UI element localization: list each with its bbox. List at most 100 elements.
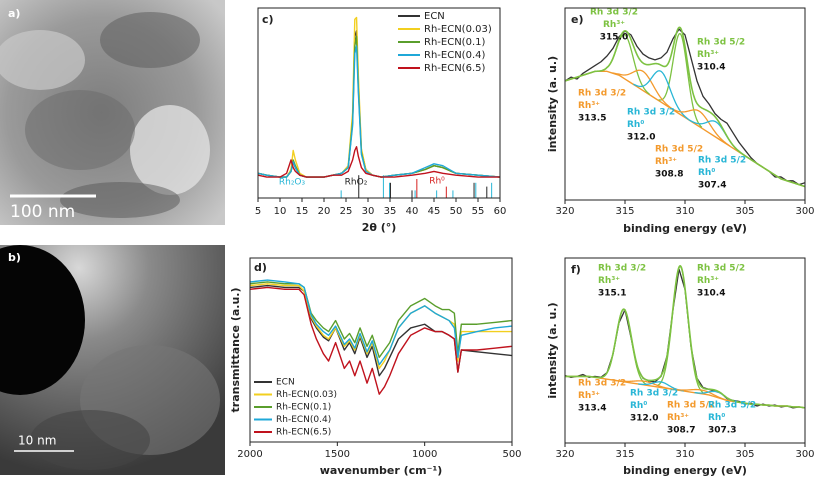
peak-label: Rh 3d 3/2: [598, 264, 646, 274]
plot-frame: [564, 257, 806, 444]
x-tick-label: 45: [428, 206, 441, 217]
fit-component: [668, 106, 731, 147]
peak-label: Rh 3d 5/2: [667, 401, 715, 411]
x-axis-label: binding energy (eV): [623, 464, 747, 477]
peak-label: Rh³⁺: [578, 391, 600, 401]
peak-label: Rh 3d 5/2: [708, 401, 756, 411]
tem-image: a) 100 nm: [0, 0, 225, 225]
peak-label: Rh 3d 5/2: [697, 264, 745, 274]
chart-panel: 320 315 310 305 300 binding energy (eV) intens…: [546, 7, 815, 235]
panel-label: d): [254, 261, 267, 274]
x-tick-label: 30: [362, 206, 375, 217]
x-axis-label: wavenumber (cm⁻¹): [320, 464, 443, 477]
legend-label: ECN: [276, 378, 295, 388]
peak-label: Rh⁰: [630, 401, 647, 411]
chart-panel: 5 10 15 20 25 30 35 40 45 50 55 60 2θ (°) c) Rh₂O₃ RhO₂…: [255, 7, 506, 234]
x-tick-label: 500: [502, 449, 521, 460]
peak-label: Rh 3d 3/2: [630, 389, 678, 399]
scale-bar-label: 100 nm: [10, 202, 75, 222]
panel-label: b): [8, 251, 21, 264]
legend-label: Rh-ECN(0.1): [424, 37, 485, 48]
peak-label: Rh 3d 3/2: [578, 89, 626, 99]
x-tick-label: 10: [274, 206, 287, 217]
x-tick-label: 50: [450, 206, 463, 217]
legend-label: Rh-ECN(0.03): [424, 24, 492, 35]
panel-label: a): [8, 7, 20, 20]
peak-position: 310.4: [697, 289, 725, 299]
reference-label: RhO₂: [345, 178, 368, 188]
x-tick-label: 55: [472, 206, 485, 217]
peak-position: 310.4: [697, 63, 725, 73]
x-tick-label: 305: [735, 449, 754, 460]
plot-frame: [257, 7, 501, 199]
peak-label: Rh⁰: [698, 168, 715, 178]
series-line: [250, 281, 512, 359]
peak-label: Rh³⁺: [697, 50, 719, 60]
peak-label: Rh³⁺: [598, 276, 620, 286]
peak-label: Rh 3d 3/2: [590, 8, 638, 18]
peak-position: 308.8: [655, 170, 683, 180]
stem-image: b) 10 nm: [0, 245, 225, 475]
x-tick-label: 1500: [325, 449, 350, 460]
legend-label: Rh-ECN(0.4): [424, 50, 485, 61]
panel-label: c): [262, 13, 274, 26]
fit-component: [600, 33, 651, 95]
x-tick-label: 20: [318, 206, 331, 217]
peak-label: Rh 3d 3/2: [578, 379, 626, 389]
peak-label: Rh 3d 5/2: [655, 145, 703, 155]
legend-label: Rh-ECN(6.5): [424, 63, 485, 74]
peak-position: 307.3: [708, 426, 736, 436]
legend-label: Rh-ECN(0.1): [276, 403, 331, 413]
peak-label: Rh³⁺: [697, 276, 719, 286]
plot-area: [565, 264, 805, 409]
y-axis-label: intensity (a. u.): [546, 302, 559, 398]
reference-label: Rh₂O₃: [279, 178, 306, 188]
peak-label: Rh⁰: [627, 120, 644, 130]
peak-label: Rh 3d 5/2: [698, 156, 746, 166]
x-tick-label: 310: [675, 449, 694, 460]
x-tick-label: 1000: [412, 449, 437, 460]
plot-area: [565, 26, 805, 188]
x-tick-label: 320: [555, 449, 574, 460]
x-tick-label: 300: [795, 449, 814, 460]
peak-label: Rh³⁺: [667, 413, 689, 423]
series-line: [258, 146, 500, 178]
x-tick-label: 2000: [237, 449, 262, 460]
panel-label: e): [571, 13, 584, 26]
scale-bar-label: 10 nm: [18, 434, 56, 448]
peak-position: 315.1: [598, 289, 626, 299]
peak-label: Rh³⁺: [655, 157, 677, 167]
plot-frame: [249, 257, 513, 443]
x-tick-label: 40: [406, 206, 419, 217]
fit-component: [612, 69, 674, 111]
legend-label: Rh-ECN(0.03): [276, 390, 337, 400]
fit-component: [613, 379, 675, 391]
x-tick-label: 315: [615, 206, 634, 217]
peak-label: Rh⁰: [708, 413, 725, 423]
peak-label: Rh³⁺: [603, 20, 625, 30]
peak-position: 308.7: [667, 426, 695, 436]
y-axis-label: transmittance (a.u.): [229, 288, 242, 413]
x-tick-label: 25: [340, 206, 353, 217]
series-line: [258, 45, 500, 178]
chart-panel: 2000 1500 1000 500 wavenumber (cm⁻¹) transmit…: [229, 257, 522, 477]
fit-component: [658, 32, 703, 128]
fit-envelope: [565, 264, 805, 409]
peak-label: Rh³⁺: [578, 101, 600, 111]
legend-label: ECN: [424, 11, 445, 22]
peak-position: 313.5: [578, 114, 606, 124]
x-tick-label: 320: [555, 206, 574, 217]
series-line: [250, 286, 512, 395]
x-tick-label: 305: [735, 206, 754, 217]
x-tick-label: 35: [384, 206, 397, 217]
x-tick-label: 300: [795, 206, 814, 217]
fit-component: [669, 388, 732, 402]
legend-label: Rh-ECN(6.5): [276, 428, 331, 438]
peak-position: 315.0: [600, 33, 628, 43]
x-tick-label: 315: [615, 449, 634, 460]
fit-component: [633, 70, 689, 120]
peak-label: Rh 3d 5/2: [697, 38, 745, 48]
x-tick-label: 15: [296, 206, 309, 217]
